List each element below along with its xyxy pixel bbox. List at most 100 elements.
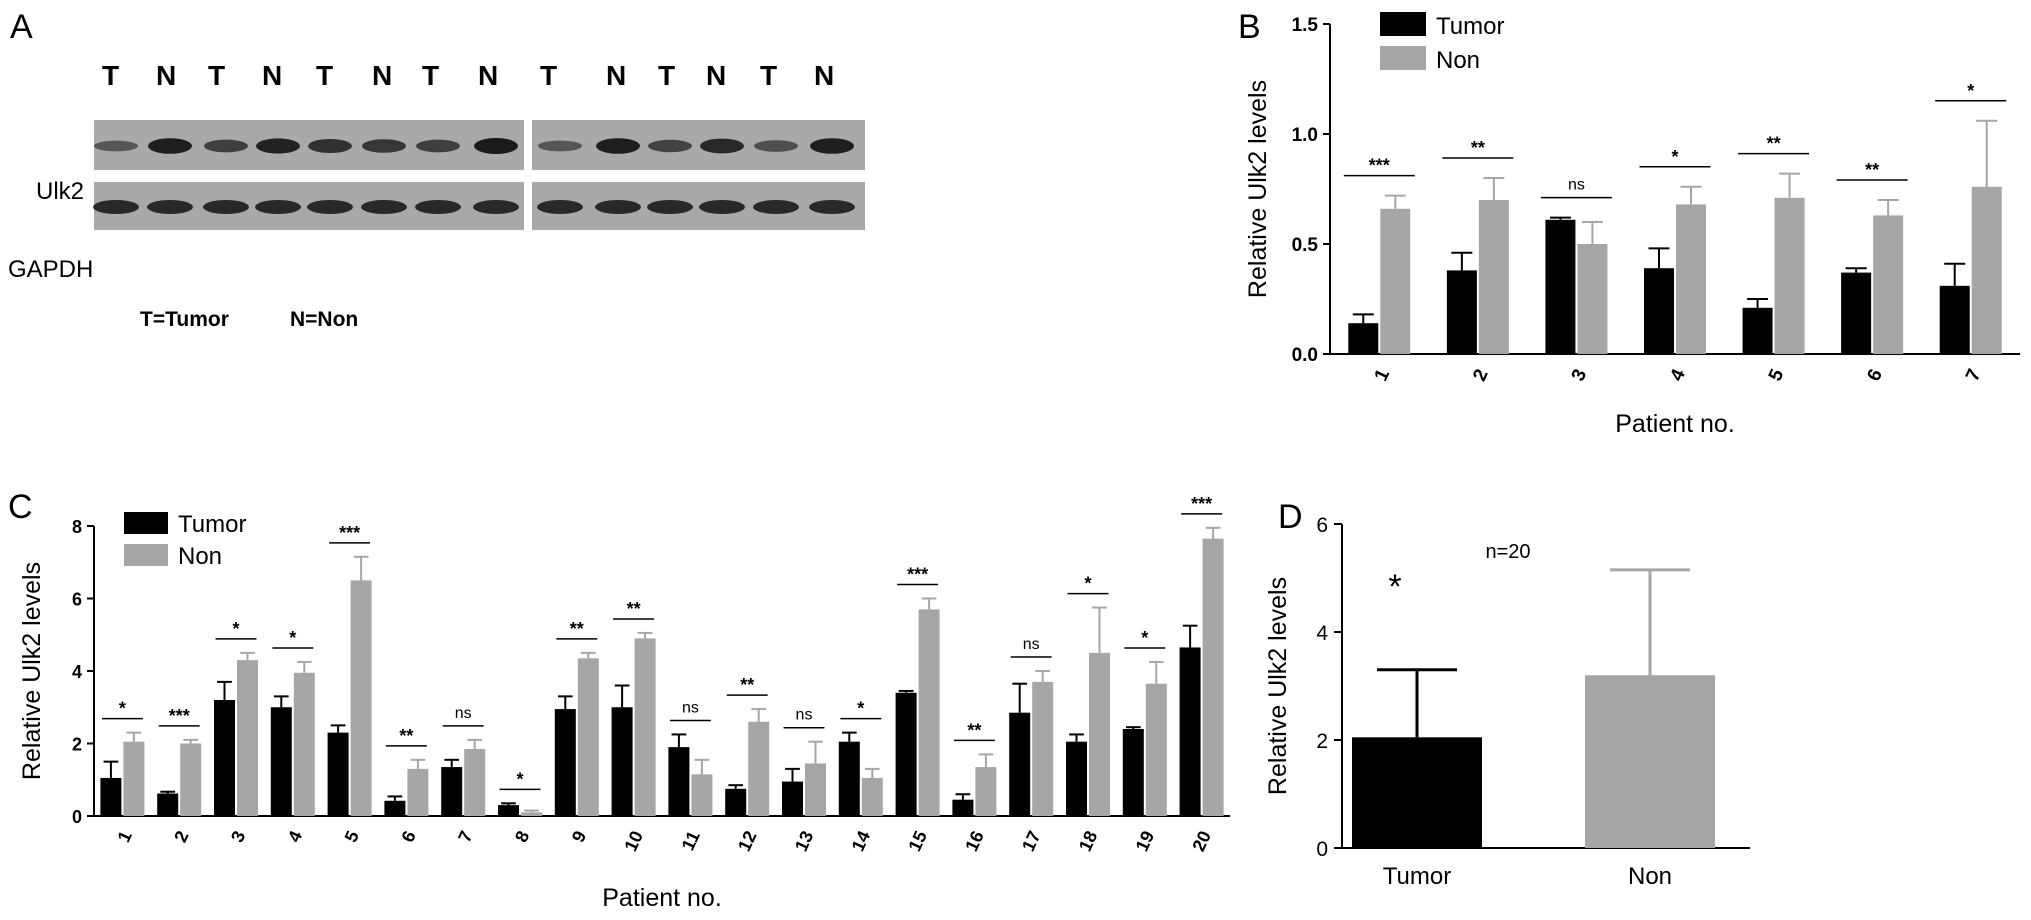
bar <box>918 609 940 816</box>
bar <box>1122 729 1144 816</box>
x-tick-label: 4 <box>1666 366 1690 385</box>
bar <box>1585 675 1715 848</box>
ulk2-band <box>416 139 460 153</box>
chart-b: 0.0 0.5 1.0 1.5 *** 1 ** 2 ns 3 * 4 ** 5 ** 6 * 7 Patient … <box>1244 12 2020 438</box>
significance-label: *** <box>1191 494 1212 514</box>
bar <box>1145 683 1167 816</box>
bar <box>838 741 860 816</box>
bar <box>782 781 803 816</box>
significance-label: ** <box>570 619 584 639</box>
significance-label: * <box>1141 628 1148 648</box>
lane-label: T <box>208 60 226 91</box>
bar <box>384 800 406 816</box>
bar <box>123 741 145 816</box>
y-axis-title: Relative Ulk2 levels <box>1264 577 1292 795</box>
significance-label: ns <box>682 699 699 716</box>
blot-legend-non: N=Non <box>290 308 359 331</box>
bar <box>554 709 576 816</box>
bar <box>748 721 770 816</box>
x-tick-label: 3 <box>227 828 249 846</box>
significance-label: ** <box>1767 134 1781 154</box>
significance-label: *** <box>339 523 360 543</box>
legend-label: Tumor <box>178 511 246 538</box>
legend-swatch <box>1380 12 1426 36</box>
lane-label: T <box>658 60 676 91</box>
significance-label: * <box>232 619 239 639</box>
bar <box>1841 272 1872 354</box>
y-tick-label: 2 <box>72 735 82 755</box>
legend-swatch <box>1380 46 1426 70</box>
row-label-ulk2: Ulk2 <box>36 178 85 205</box>
significance-label: ns <box>455 705 472 722</box>
x-tick-label: 6 <box>397 828 419 846</box>
significance-label: ** <box>740 675 754 695</box>
y-axis-title: Relative Ulk2 levels <box>1244 80 1272 298</box>
gapdh-band <box>147 200 193 214</box>
x-tick-label: 2 <box>170 828 192 846</box>
bar <box>1873 215 1904 354</box>
significance-label: ** <box>1471 138 1485 158</box>
bar <box>634 638 656 816</box>
x-tick-label: 1 <box>113 828 135 846</box>
lane-label: T <box>102 60 120 91</box>
bar <box>895 692 917 816</box>
bar <box>1179 647 1201 816</box>
x-tick-label: 13 <box>791 828 818 855</box>
significance-label: *** <box>907 565 928 585</box>
bar <box>270 707 292 816</box>
bar <box>691 774 713 816</box>
bar <box>464 748 486 816</box>
bar <box>1446 270 1477 354</box>
gapdh-band <box>809 200 855 214</box>
bar <box>1009 712 1031 816</box>
significance-label: * <box>289 628 296 648</box>
x-axis-title: Patient no. <box>602 884 722 912</box>
gapdh-band <box>93 200 139 214</box>
x-tick-label: 11 <box>678 828 704 854</box>
bar <box>441 767 463 816</box>
significance-label: * <box>857 699 864 719</box>
gapdh-band <box>595 200 641 214</box>
bar <box>407 768 429 816</box>
legend-swatch <box>124 512 168 534</box>
bar <box>1066 741 1087 816</box>
gapdh-band <box>699 200 745 214</box>
bar <box>1478 200 1509 354</box>
x-tick-label: 10 <box>620 828 647 855</box>
ulk2-band <box>596 138 640 154</box>
gapdh-band <box>203 200 249 214</box>
bar <box>861 777 883 816</box>
ulk2-band <box>754 140 798 152</box>
y-tick-label: 0.0 <box>1292 345 1318 366</box>
sample-size-annotation: n=20 <box>1485 541 1530 563</box>
lane-label: N <box>606 60 627 91</box>
panel-letter-a: A <box>10 8 33 46</box>
x-tick-label: 9 <box>568 828 590 846</box>
significance-label: ns <box>1023 636 1040 653</box>
ulk2-band <box>538 140 582 152</box>
bar <box>1089 652 1110 816</box>
x-tick-label: 12 <box>734 828 761 855</box>
ulk2-band <box>700 138 744 154</box>
bar <box>1202 538 1224 816</box>
significance-label: ** <box>399 726 413 746</box>
y-tick-label: 1.0 <box>1292 125 1318 146</box>
x-tick-label: 17 <box>1018 828 1045 855</box>
gapdh-band <box>255 200 301 214</box>
bar <box>668 747 690 816</box>
ulk2-band <box>256 138 300 154</box>
blot-membrane-ulk2-right <box>532 120 865 170</box>
legend-label: Non <box>1436 47 1480 74</box>
chart-d: 0 2 4 6 Tumor Non * n=20 Relative Ulk2 levels <box>1264 514 1750 890</box>
x-axis-title: Patient no. <box>1615 410 1735 438</box>
gapdh-band <box>753 200 799 214</box>
significance-label: * <box>1388 568 1401 606</box>
bar <box>1352 737 1482 848</box>
gapdh-band <box>647 200 693 214</box>
bar <box>1032 681 1054 816</box>
bar <box>237 660 258 816</box>
x-tick-label: 16 <box>961 828 988 855</box>
x-tick-label: 15 <box>904 828 931 855</box>
bar <box>1939 285 1970 354</box>
